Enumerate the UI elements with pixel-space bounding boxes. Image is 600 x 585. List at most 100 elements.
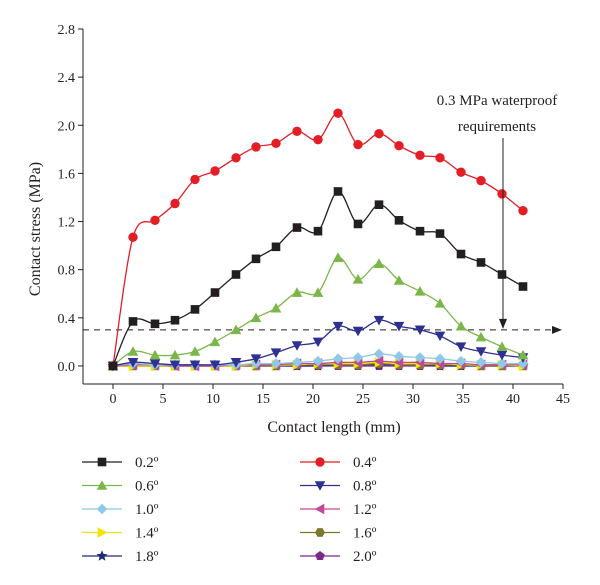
legend-marker <box>96 480 108 490</box>
legend-item-16: 1.6º <box>300 526 377 542</box>
data-point-02 <box>415 226 425 236</box>
x-tick-label: 5 <box>160 392 167 407</box>
data-point-08 <box>393 321 405 332</box>
data-point-02 <box>271 242 281 252</box>
series-06 <box>107 252 529 371</box>
data-point-02 <box>353 219 363 229</box>
data-point-12 <box>373 355 384 367</box>
data-point-04 <box>292 126 302 136</box>
annotation-line-2: requirements <box>458 119 536 135</box>
legend-marker <box>315 551 325 561</box>
data-point-04 <box>313 135 323 145</box>
y-tick-label: 1.2 <box>58 216 76 231</box>
data-point-06 <box>169 349 181 360</box>
data-point-10 <box>332 353 344 365</box>
data-point-02 <box>518 282 528 291</box>
data-point-04 <box>170 198 180 209</box>
data-point-02 <box>210 288 220 297</box>
data-point-06 <box>455 320 467 331</box>
y-tick-label: 0.8 <box>58 264 76 279</box>
legend-marker <box>96 550 108 561</box>
data-point-04 <box>210 166 220 176</box>
data-point-04 <box>231 153 241 163</box>
data-point-04 <box>394 141 404 151</box>
data-point-06 <box>127 346 139 356</box>
data-point-04 <box>374 128 384 139</box>
data-point-08 <box>414 325 426 336</box>
y-tick-label: 2.8 <box>58 23 76 38</box>
data-point-10 <box>434 353 446 365</box>
legend-label: 1.8º <box>135 549 159 565</box>
axes: 0.0 0.4 0.8 1.2 1.6 2.0 2.4 2.8 0 5 10 15 20 25 30 35 40… <box>58 23 571 407</box>
data-point-06 <box>332 252 344 262</box>
data-point-04 <box>476 175 486 186</box>
data-point-06 <box>434 298 446 308</box>
data-point-06 <box>517 349 529 360</box>
x-tick-label: 35 <box>456 392 470 407</box>
data-point-02 <box>394 216 404 225</box>
y-axis-title: Contact stress (MPa) <box>27 162 44 296</box>
data-point-08 <box>475 347 487 357</box>
data-point-02 <box>150 319 160 329</box>
data-point-04 <box>497 189 507 199</box>
legend-marker <box>97 527 108 538</box>
data-point-06 <box>250 312 262 323</box>
data-point-02 <box>231 270 241 279</box>
data-point-02 <box>333 187 343 196</box>
data-point-06 <box>291 287 303 297</box>
legend-label: 1.6º <box>353 526 377 542</box>
data-point-10 <box>517 358 529 369</box>
data-point-10 <box>455 355 467 367</box>
data-point-06 <box>270 302 282 313</box>
data-point-06 <box>393 275 405 285</box>
series-02 <box>108 187 528 371</box>
data-point-10 <box>352 352 364 363</box>
data-point-08 <box>332 321 344 332</box>
data-point-08 <box>127 358 139 368</box>
data-point-02 <box>108 361 118 371</box>
data-point-06 <box>373 258 385 268</box>
data-point-08 <box>149 359 161 369</box>
x-tick-label: 10 <box>206 392 220 407</box>
series-04 <box>108 108 528 371</box>
data-point-06 <box>149 349 161 360</box>
legend-label: 0.4º <box>353 455 377 471</box>
legend-marker <box>315 528 325 537</box>
data-point-08 <box>496 350 508 361</box>
x-tick-label: 15 <box>256 392 270 407</box>
data-point-02 <box>170 315 180 325</box>
legend-item-06: 0.6º <box>82 479 159 495</box>
data-point-10 <box>414 352 426 363</box>
legend-label: 0.6º <box>135 479 159 495</box>
data-point-10 <box>496 358 508 369</box>
data-point-04 <box>271 138 281 149</box>
legend-label: 0.2º <box>135 455 159 471</box>
data-point-08 <box>455 342 467 352</box>
x-tick-label: 45 <box>556 392 570 407</box>
y-tick-label: 0.4 <box>58 312 76 327</box>
data-point-08 <box>373 315 385 326</box>
y-tick-label: 0.0 <box>58 360 76 375</box>
x-axis-title: Contact length (mm) <box>267 419 400 436</box>
legend-marker <box>314 481 326 491</box>
data-point-02 <box>292 223 302 232</box>
legend-label: 1.4º <box>135 526 159 542</box>
data-point-04 <box>251 142 261 152</box>
data-point-02 <box>497 270 507 279</box>
data-point-08 <box>209 360 221 371</box>
legend-item-20: 2.0º <box>300 549 377 565</box>
data-point-06 <box>312 287 324 297</box>
series-layer <box>107 108 529 372</box>
legend-label: 1.2º <box>353 502 377 518</box>
data-point-06 <box>414 286 426 296</box>
x-tick-label: 40 <box>506 392 520 407</box>
x-tick-label: 25 <box>356 392 370 407</box>
y-tick-label: 2.4 <box>58 71 76 86</box>
legend-item-08: 0.8º <box>300 479 377 495</box>
data-point-06 <box>496 341 508 351</box>
data-point-08 <box>434 331 446 342</box>
legend-marker <box>97 457 107 467</box>
data-point-10 <box>373 348 385 360</box>
legend-marker <box>314 503 325 515</box>
